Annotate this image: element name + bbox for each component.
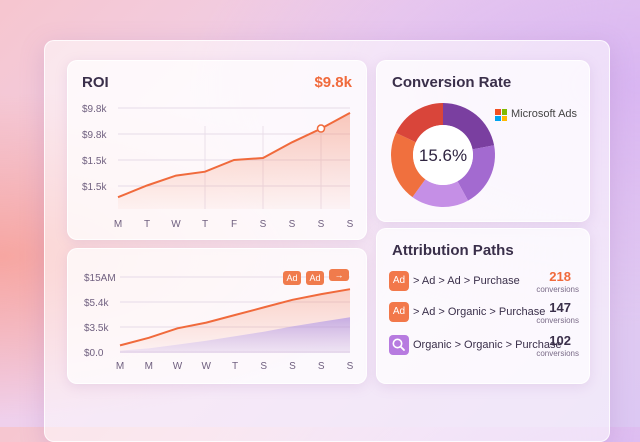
roi-card[interactable]: ROI $9.8k $9.8k $9.8k $1.5k $1.5k M T W T F S S S S	[67, 60, 367, 240]
ad-icon: Ad	[389, 302, 409, 322]
roi-line	[117, 112, 351, 199]
path-count: 102	[549, 333, 571, 348]
conversion-value: 15.6%	[419, 146, 467, 165]
path-count: 218	[549, 269, 571, 284]
conversion-card[interactable]: Conversion Rate 15.6% Microsoft Ads	[376, 60, 590, 222]
microsoft-logo-icon	[495, 109, 507, 121]
roi-x-tick: T	[202, 219, 208, 230]
growth-x-tick: S	[347, 361, 354, 372]
donut-slice	[443, 103, 495, 150]
growth-x-tick: M	[116, 361, 124, 372]
path-text: Organic > Organic > Purchase	[413, 339, 562, 351]
roi-y-tick: $1.5k	[82, 156, 107, 167]
attribution-path-2[interactable]: Ad > Ad > Organic > Purchase 147 convers…	[389, 300, 579, 325]
attribution-path-1[interactable]: Ad > Ad > Ad > Purchase 218 conversions	[389, 269, 579, 294]
growth-line	[119, 288, 351, 347]
path-sub: conversions	[536, 349, 579, 358]
ad-icon: Ad	[389, 271, 409, 291]
growth-x-tick: W	[202, 361, 212, 372]
donut-hole	[413, 125, 473, 185]
path-text: > Ad > Organic > Purchase	[413, 306, 546, 318]
conversion-title: Conversion Rate	[392, 74, 512, 91]
growth-x-tick: M	[145, 361, 153, 372]
donut-slice	[457, 145, 495, 201]
growth-x-tick: S	[260, 361, 267, 372]
roi-x-tick: T	[144, 219, 150, 230]
path-count: 147	[549, 300, 571, 315]
roi-x-tick: W	[171, 219, 181, 230]
roi-x-tick: S	[260, 219, 267, 230]
attribution-card[interactable]: Attribution Paths Ad > Ad > Ad > Purchas…	[376, 228, 590, 384]
microsoft-ads-label: Microsoft Ads	[511, 108, 578, 120]
growth-y-tick: $15AM	[84, 273, 116, 284]
ad-badge-1[interactable]: Ad	[283, 271, 301, 285]
roi-value: $9.8k	[314, 74, 352, 91]
growth-x-tick: W	[173, 361, 183, 372]
growth-x-tick: S	[318, 361, 325, 372]
growth-y-tick: $3.5k	[84, 323, 109, 334]
roi-y-tick: $9.8k	[82, 104, 107, 115]
roi-chart[interactable]: $9.8k $9.8k $1.5k $1.5k M T W T F S S S S	[68, 61, 366, 239]
roi-x-tick: M	[114, 219, 122, 230]
growth-area-secondary	[120, 317, 350, 353]
roi-marker	[316, 124, 326, 133]
path-sub: conversions	[536, 316, 579, 325]
growth-y-tick: $0.0	[84, 348, 104, 359]
path-text: > Ad > Ad > Purchase	[413, 275, 520, 287]
growth-x-tick: S	[289, 361, 296, 372]
roi-x-tick: S	[289, 219, 296, 230]
conversion-donut[interactable]: 15.6%	[377, 61, 589, 221]
growth-x-tick: T	[232, 361, 238, 372]
roi-x-tick: S	[318, 219, 325, 230]
search-icon	[389, 335, 409, 355]
donut-slice	[395, 103, 443, 143]
roi-x-tick: S	[347, 219, 354, 230]
roi-title: ROI	[82, 74, 109, 91]
roi-y-tick: $9.8k	[82, 130, 107, 141]
ad-badge-2[interactable]: Ad	[306, 271, 324, 285]
roi-y-tick: $1.5k	[82, 182, 107, 193]
attribution-path-3[interactable]: Organic > Organic > Purchase 102 convers…	[389, 333, 579, 358]
growth-y-tick: $5.4k	[84, 298, 109, 309]
growth-card[interactable]: $15AM $5.4k $3.5k $0.0 M M W W T S S S S Ad Ad →	[67, 248, 367, 384]
path-sub: conversions	[536, 285, 579, 294]
roi-x-tick: F	[231, 219, 237, 230]
donut-slice	[412, 179, 469, 207]
attribution-title: Attribution Paths	[392, 242, 514, 259]
arrow-badge-icon[interactable]: →	[329, 269, 349, 281]
growth-chart[interactable]: $15AM $5.4k $3.5k $0.0 M M W W T S S S S	[68, 249, 366, 383]
donut-slice	[391, 132, 426, 198]
